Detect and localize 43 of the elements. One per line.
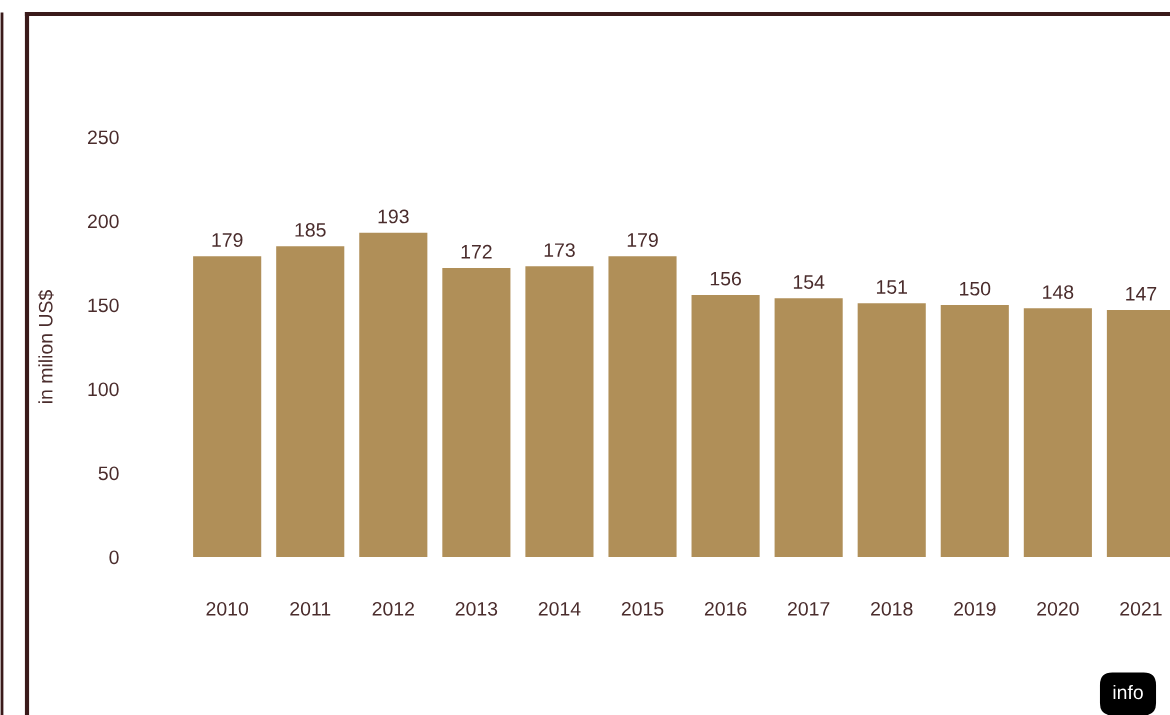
bar xyxy=(857,303,926,557)
bar xyxy=(442,268,511,557)
data-label: 179 xyxy=(212,233,243,247)
data-label: 147 xyxy=(1126,287,1157,301)
data-label: 150 xyxy=(960,281,991,296)
y-tick-label: 150 xyxy=(88,298,119,313)
data-label: 156 xyxy=(710,271,741,286)
x-tick-label: 2021 xyxy=(1120,601,1162,616)
x-tick-label: 2014 xyxy=(538,601,581,616)
data-label: 185 xyxy=(295,223,326,237)
x-tick-label: 2018 xyxy=(871,601,913,616)
bar xyxy=(359,232,428,557)
data-label: 193 xyxy=(378,209,409,224)
y-tick-label: 250 xyxy=(87,130,119,145)
bar xyxy=(525,266,594,557)
data-label: 154 xyxy=(793,275,825,289)
y-tick-label: 100 xyxy=(88,382,119,397)
data-label: 173 xyxy=(544,243,575,257)
bar xyxy=(691,294,760,557)
text: info xyxy=(1113,684,1143,700)
data-label: 151 xyxy=(876,280,907,294)
x-tick-label: 2012 xyxy=(372,601,414,616)
bar xyxy=(608,256,677,557)
data-label: 148 xyxy=(1043,285,1074,299)
y-tick-label: 200 xyxy=(87,214,119,229)
bar xyxy=(193,256,262,557)
data-label: 179 xyxy=(627,233,658,247)
x-tick-label: 2013 xyxy=(455,601,498,616)
x-tick-label: 2019 xyxy=(954,601,996,616)
bar xyxy=(774,298,843,557)
bar xyxy=(276,246,345,557)
x-tick-label: 2016 xyxy=(704,601,747,616)
bar xyxy=(940,305,1009,557)
x-tick-label: 2015 xyxy=(621,601,664,616)
data-label: 172 xyxy=(461,244,492,259)
y-axis-title: in milion US$ xyxy=(38,290,54,403)
y-tick-label: 0 xyxy=(109,550,119,565)
x-tick-label: 2010 xyxy=(206,601,249,616)
x-tick-label: 2020 xyxy=(1037,601,1079,616)
x-tick-label: 2017 xyxy=(788,601,830,616)
bar xyxy=(1023,308,1092,557)
y-tick-label: 50 xyxy=(98,466,119,481)
x-tick-label: 2011 xyxy=(290,601,331,616)
